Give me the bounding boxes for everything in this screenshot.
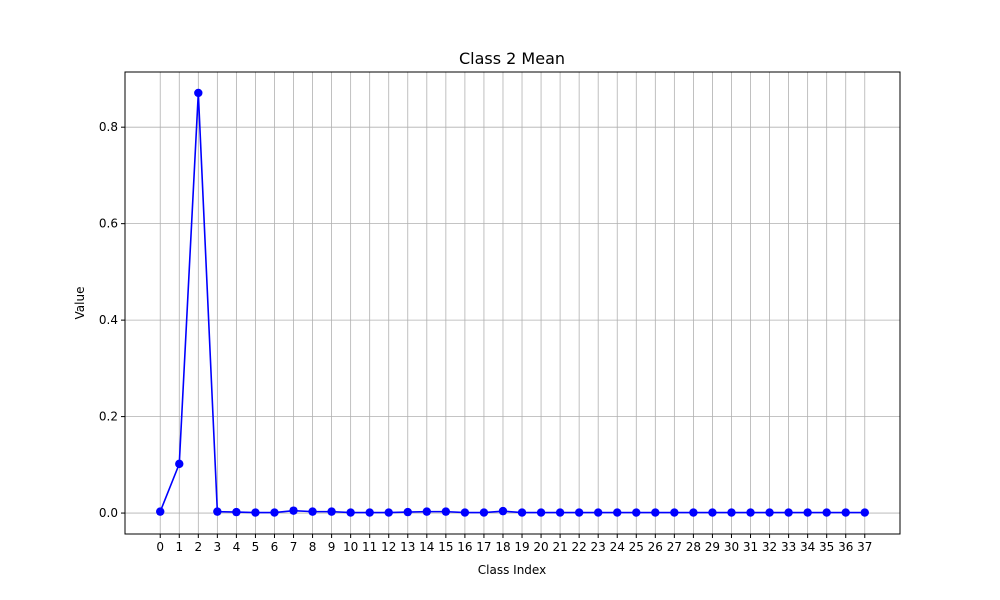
x-tick-label: 18 bbox=[495, 540, 510, 554]
x-tick-label: 16 bbox=[457, 540, 472, 554]
x-tick-label: 25 bbox=[629, 540, 644, 554]
y-tick-label: 0.4 bbox=[99, 313, 118, 327]
x-tick-label: 6 bbox=[271, 540, 279, 554]
data-point bbox=[651, 508, 660, 517]
y-tick-label: 0.8 bbox=[99, 120, 118, 134]
data-point bbox=[536, 508, 546, 517]
plot-frame bbox=[124, 71, 901, 535]
x-tick-label: 30 bbox=[724, 540, 739, 554]
y-tick-label: 0.2 bbox=[99, 410, 118, 424]
data-point bbox=[784, 508, 793, 517]
x-tick-label: 9 bbox=[328, 540, 336, 554]
data-point bbox=[479, 508, 489, 517]
grid bbox=[125, 72, 900, 534]
data-point bbox=[632, 508, 641, 517]
data-point bbox=[746, 508, 755, 517]
x-tick-label: 23 bbox=[591, 540, 606, 554]
data-point bbox=[232, 507, 241, 517]
data-point bbox=[251, 508, 260, 517]
series-markers bbox=[156, 88, 869, 517]
data-point bbox=[860, 508, 869, 517]
data-point bbox=[574, 508, 584, 517]
x-tick-label: 10 bbox=[343, 540, 358, 554]
data-point bbox=[765, 508, 774, 517]
x-tick-label: 31 bbox=[743, 540, 758, 554]
x-tick-label: 0 bbox=[156, 540, 164, 554]
data-point bbox=[403, 507, 412, 517]
data-point bbox=[441, 507, 451, 516]
y-tick-label: 0.0 bbox=[99, 506, 118, 520]
data-point bbox=[213, 507, 222, 516]
data-point bbox=[460, 508, 470, 517]
x-tick-label: 26 bbox=[648, 540, 663, 554]
x-tick-label: 33 bbox=[781, 540, 796, 554]
data-point bbox=[593, 508, 603, 517]
data-point bbox=[727, 508, 736, 517]
x-axis-label: Class Index bbox=[478, 563, 546, 577]
data-point bbox=[365, 508, 374, 517]
x-tick-label: 37 bbox=[857, 540, 872, 554]
x-tick-label: 35 bbox=[819, 540, 834, 554]
data-point bbox=[289, 506, 298, 515]
x-tick-label: 4 bbox=[233, 540, 241, 554]
x-tick-label: 2 bbox=[194, 540, 202, 554]
x-tick-label: 21 bbox=[552, 540, 567, 554]
data-point bbox=[555, 508, 565, 517]
x-tick-label: 14 bbox=[419, 540, 434, 554]
y-tick-label: 0.6 bbox=[99, 217, 118, 231]
x-tick-label: 3 bbox=[214, 540, 222, 554]
x-tick-label: 5 bbox=[252, 540, 260, 554]
chart-title: Class 2 Mean bbox=[459, 49, 565, 68]
data-point bbox=[613, 508, 622, 517]
data-point bbox=[689, 508, 698, 517]
x-tick-label: 32 bbox=[762, 540, 777, 554]
x-axis-ticks: 0 1 2 3 4 5 6 7 8 9 10 11 12 13 14 15 16 17 18 19 20 21 22 23 24… bbox=[156, 534, 872, 554]
x-tick-label: 19 bbox=[514, 540, 529, 554]
x-tick-label: 8 bbox=[309, 540, 317, 554]
data-point bbox=[327, 507, 336, 516]
x-tick-label: 7 bbox=[290, 540, 298, 554]
data-point bbox=[841, 508, 850, 517]
data-point bbox=[194, 88, 203, 98]
y-axis-ticks: 0.0 0.2 0.4 0.6 0.8 bbox=[99, 120, 125, 520]
data-point bbox=[175, 459, 184, 469]
data-point bbox=[803, 508, 812, 517]
x-tick-label: 1 bbox=[175, 540, 183, 554]
x-tick-label: 17 bbox=[476, 540, 491, 554]
x-tick-label: 29 bbox=[705, 540, 720, 554]
x-tick-label: 34 bbox=[800, 540, 815, 554]
data-point bbox=[308, 507, 317, 516]
data-point bbox=[708, 508, 717, 517]
x-tick-label: 36 bbox=[838, 540, 853, 554]
data-point bbox=[346, 508, 355, 517]
x-tick-label: 24 bbox=[610, 540, 625, 554]
series-line bbox=[159, 92, 865, 514]
data-point bbox=[822, 508, 831, 517]
data-point bbox=[156, 507, 165, 516]
data-point bbox=[517, 508, 527, 517]
y-axis-label: Value bbox=[73, 287, 87, 320]
x-tick-label: 28 bbox=[686, 540, 701, 554]
data-point bbox=[422, 507, 432, 516]
x-tick-label: 15 bbox=[438, 540, 453, 554]
x-tick-label: 20 bbox=[533, 540, 548, 554]
data-point bbox=[670, 508, 679, 517]
series-line-layer bbox=[159, 92, 865, 514]
x-tick-label: 12 bbox=[381, 540, 396, 554]
data-point bbox=[384, 508, 393, 517]
data-point bbox=[270, 508, 279, 517]
x-tick-label: 13 bbox=[400, 540, 415, 554]
x-tick-label: 27 bbox=[667, 540, 682, 554]
x-tick-label: 11 bbox=[362, 540, 377, 554]
x-tick-label: 22 bbox=[572, 540, 587, 554]
data-point bbox=[498, 506, 508, 516]
